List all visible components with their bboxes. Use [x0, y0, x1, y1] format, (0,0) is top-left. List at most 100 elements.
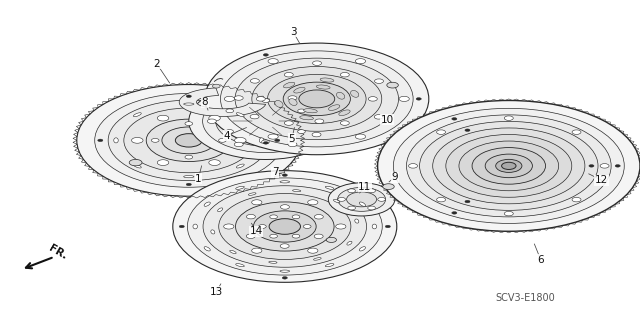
Circle shape: [288, 142, 297, 147]
Ellipse shape: [303, 109, 317, 113]
Ellipse shape: [280, 181, 290, 183]
Circle shape: [268, 59, 278, 64]
Text: 1: 1: [195, 174, 202, 184]
Circle shape: [151, 138, 159, 142]
Circle shape: [589, 165, 594, 167]
Circle shape: [298, 109, 305, 113]
Circle shape: [263, 54, 268, 56]
Ellipse shape: [355, 219, 359, 223]
Circle shape: [189, 83, 342, 160]
Circle shape: [383, 184, 394, 189]
Circle shape: [446, 135, 572, 197]
Ellipse shape: [339, 110, 350, 115]
Circle shape: [250, 79, 259, 83]
Circle shape: [224, 224, 234, 229]
Circle shape: [157, 115, 169, 121]
Text: 9: 9: [392, 172, 398, 182]
Circle shape: [368, 97, 378, 101]
Ellipse shape: [133, 164, 141, 168]
Circle shape: [173, 171, 397, 282]
Ellipse shape: [347, 241, 352, 245]
Circle shape: [420, 122, 598, 210]
Circle shape: [108, 100, 269, 181]
Ellipse shape: [204, 247, 211, 251]
Circle shape: [179, 225, 184, 228]
Circle shape: [355, 134, 365, 139]
Ellipse shape: [114, 138, 118, 143]
Circle shape: [186, 183, 191, 186]
Circle shape: [378, 197, 385, 201]
Circle shape: [234, 96, 243, 100]
Circle shape: [303, 225, 311, 228]
Circle shape: [186, 95, 191, 98]
Text: 5: 5: [289, 134, 295, 144]
Circle shape: [572, 130, 581, 134]
Text: 6: 6: [538, 255, 544, 265]
Text: 11: 11: [358, 182, 371, 192]
Circle shape: [216, 96, 316, 146]
Circle shape: [185, 155, 193, 159]
Circle shape: [268, 134, 278, 139]
Circle shape: [129, 160, 142, 166]
Ellipse shape: [314, 258, 321, 260]
Circle shape: [132, 137, 143, 143]
Ellipse shape: [259, 138, 264, 143]
Circle shape: [308, 248, 318, 253]
Ellipse shape: [248, 193, 256, 195]
Ellipse shape: [275, 100, 283, 107]
Circle shape: [326, 237, 337, 242]
Circle shape: [246, 234, 255, 238]
Ellipse shape: [300, 116, 314, 120]
Circle shape: [209, 160, 220, 166]
Circle shape: [399, 96, 410, 101]
Ellipse shape: [325, 263, 334, 267]
Ellipse shape: [133, 113, 141, 117]
Ellipse shape: [316, 85, 330, 89]
Circle shape: [252, 200, 262, 205]
Text: FR.: FR.: [47, 242, 68, 261]
Circle shape: [207, 119, 216, 123]
Circle shape: [572, 197, 581, 202]
Circle shape: [465, 129, 470, 131]
Ellipse shape: [337, 92, 345, 99]
Circle shape: [504, 116, 513, 120]
Circle shape: [188, 178, 382, 275]
Circle shape: [226, 109, 234, 113]
Circle shape: [252, 248, 262, 253]
Ellipse shape: [236, 186, 244, 189]
Text: 2: 2: [154, 59, 160, 69]
Ellipse shape: [359, 202, 365, 206]
Circle shape: [280, 205, 289, 209]
Circle shape: [338, 197, 346, 201]
Text: 14: 14: [250, 226, 262, 236]
Circle shape: [315, 119, 324, 123]
Circle shape: [256, 97, 265, 101]
Ellipse shape: [325, 186, 334, 189]
Circle shape: [368, 206, 376, 210]
Ellipse shape: [184, 103, 194, 105]
Circle shape: [347, 192, 376, 207]
Circle shape: [472, 148, 545, 184]
Circle shape: [348, 206, 355, 210]
Circle shape: [253, 211, 316, 242]
Circle shape: [314, 215, 323, 219]
Polygon shape: [179, 88, 266, 116]
Circle shape: [235, 58, 399, 140]
Text: 10: 10: [381, 115, 394, 125]
Text: 7: 7: [272, 167, 278, 177]
Circle shape: [368, 189, 376, 193]
Ellipse shape: [204, 202, 211, 206]
Circle shape: [433, 128, 585, 204]
Circle shape: [259, 225, 266, 228]
Ellipse shape: [184, 175, 194, 178]
Circle shape: [408, 164, 417, 168]
Circle shape: [436, 197, 445, 202]
Circle shape: [416, 98, 421, 100]
Circle shape: [312, 132, 321, 137]
Ellipse shape: [284, 82, 295, 88]
Circle shape: [282, 277, 287, 279]
Circle shape: [226, 130, 234, 133]
Ellipse shape: [292, 190, 301, 192]
Circle shape: [254, 115, 277, 127]
Circle shape: [250, 115, 259, 119]
